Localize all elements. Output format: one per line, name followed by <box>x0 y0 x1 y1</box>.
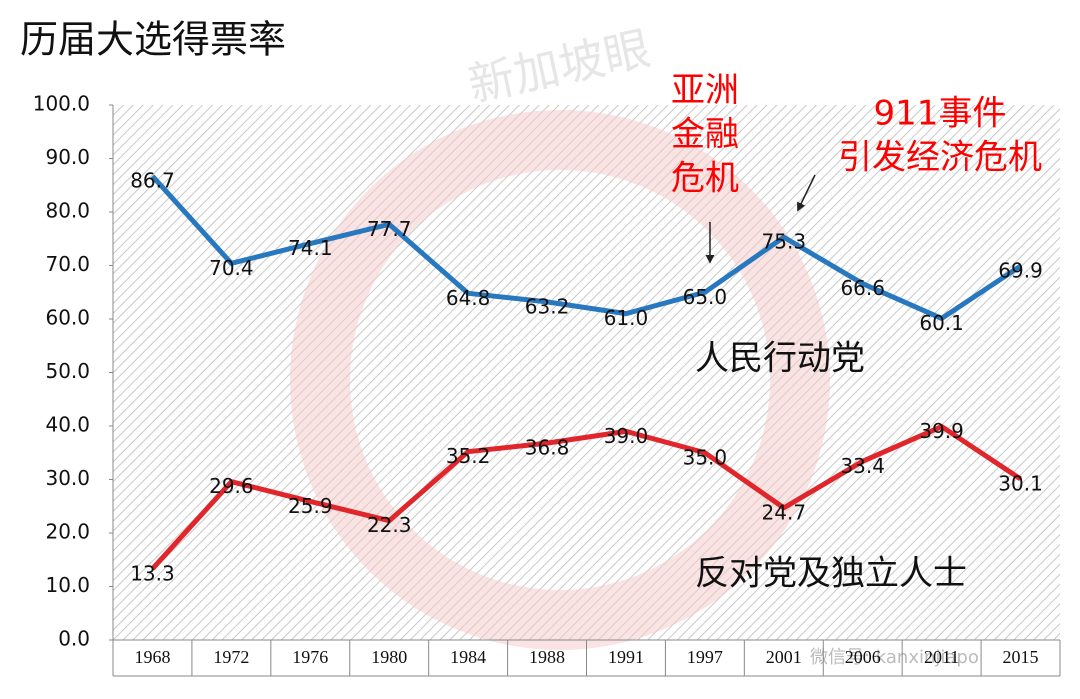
y-tick-label: 50.0 <box>45 359 90 383</box>
y-tick-label: 100.0 <box>33 92 90 116</box>
x-tick-label: 1976 <box>292 647 328 667</box>
series-label: 反对党及独立人士 <box>695 554 967 594</box>
watermark-logo <box>290 110 830 650</box>
annotation: 危机 <box>671 159 739 199</box>
data-label: 39.0 <box>604 424 649 448</box>
annotation: 引发经济危机 <box>838 138 1042 178</box>
annotation-arrow <box>797 174 816 212</box>
data-label: 60.1 <box>919 311 964 335</box>
x-tick-label: 2006 <box>845 647 881 667</box>
plot-area <box>113 105 1060 640</box>
data-label: 35.0 <box>683 445 728 469</box>
data-label: 64.8 <box>446 286 491 310</box>
series-line <box>150 424 1022 571</box>
x-tick-label: 2001 <box>766 647 802 667</box>
data-label: 86.7 <box>130 169 175 193</box>
data-label: 63.2 <box>525 294 570 318</box>
y-tick-label: 20.0 <box>45 520 90 544</box>
y-tick-label: 0.0 <box>58 627 90 651</box>
annotation: 911事件 <box>874 94 1007 134</box>
data-label: 25.9 <box>288 494 333 518</box>
x-tick-label: 1980 <box>371 647 407 667</box>
annotation: 金融 <box>671 115 739 155</box>
data-label: 69.9 <box>998 259 1043 283</box>
data-label: 36.8 <box>525 436 570 460</box>
data-label: 24.7 <box>762 500 807 524</box>
data-label: 35.2 <box>446 444 491 468</box>
data-label: 39.9 <box>919 419 964 443</box>
data-label: 70.4 <box>209 256 254 280</box>
data-label: 29.6 <box>209 474 254 498</box>
series-line <box>150 174 1022 321</box>
y-tick-label: 60.0 <box>45 306 90 330</box>
y-tick-label: 80.0 <box>45 199 90 223</box>
data-label: 66.6 <box>840 276 885 300</box>
x-tick-label: 1991 <box>608 647 644 667</box>
annotation: 亚洲 <box>671 71 739 111</box>
data-label: 13.3 <box>130 561 175 585</box>
data-label: 30.1 <box>998 471 1043 495</box>
x-tick-label: 1988 <box>529 647 565 667</box>
series-label: 人民行动党 <box>695 339 865 379</box>
y-tick-label: 70.0 <box>45 252 90 276</box>
x-tick-label: 1984 <box>450 647 486 667</box>
y-tick-label: 40.0 <box>45 413 90 437</box>
x-tick-label: 1997 <box>687 647 723 667</box>
y-tick-label: 30.0 <box>45 466 90 490</box>
x-tick-label: 2015 <box>1003 647 1039 667</box>
data-label: 65.0 <box>683 285 728 309</box>
chart-title: 历届大选得票率 <box>20 18 286 62</box>
watermark: 微信号: kanxinjiapo <box>810 647 979 668</box>
x-tick-label: 1968 <box>134 647 170 667</box>
data-label: 74.1 <box>288 236 333 260</box>
watermark: 新加坡眼 <box>464 21 655 112</box>
data-label: 22.3 <box>367 513 412 537</box>
data-label: 77.7 <box>367 217 412 241</box>
y-tick-label: 90.0 <box>45 145 90 169</box>
data-label: 33.4 <box>840 454 885 478</box>
x-tick-label: 1972 <box>213 647 249 667</box>
x-tick-label: 2011 <box>924 647 959 667</box>
y-tick-label: 10.0 <box>45 573 90 597</box>
data-label: 61.0 <box>604 306 649 330</box>
data-label: 75.3 <box>762 230 807 254</box>
